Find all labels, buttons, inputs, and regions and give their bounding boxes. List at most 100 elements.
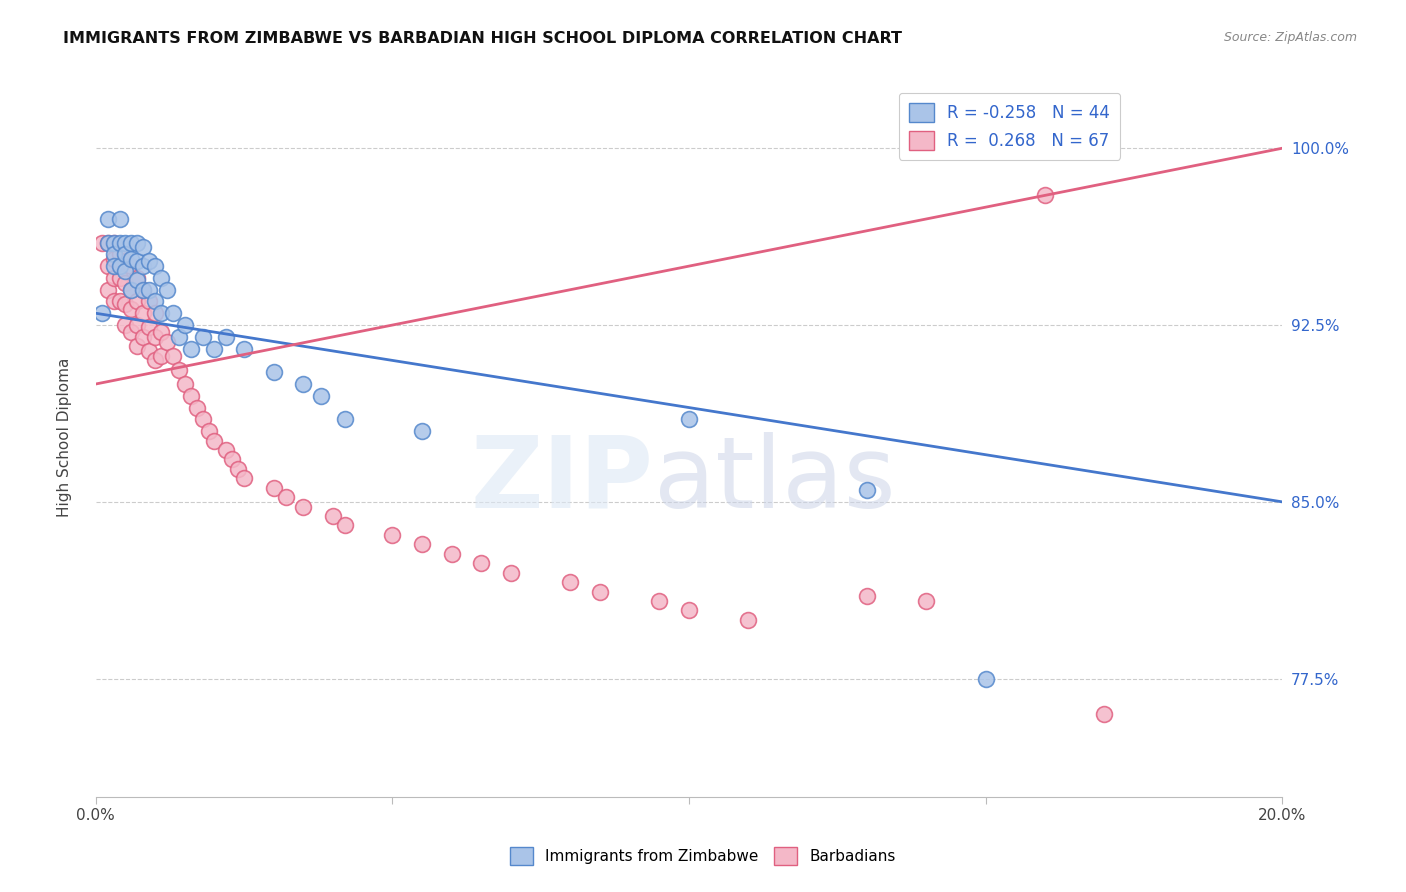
Point (560, 575, 582, 590)
Point (162, 349, 184, 363)
Point (97, 211, 120, 226)
Point (120, 235, 142, 250)
Point (108, 294, 131, 309)
Point (191, 412, 214, 426)
Point (915, 594, 938, 608)
Point (103, 235, 125, 250)
Point (263, 481, 285, 495)
Point (143, 330, 166, 344)
Point (150, 325, 173, 339)
Point (974, 672, 997, 686)
Point (856, 483, 879, 497)
Point (114, 318, 136, 332)
Point (90, 235, 112, 250)
Legend: Immigrants from Zimbabwe, Barbadians: Immigrants from Zimbabwe, Barbadians (505, 841, 901, 871)
Y-axis label: High School Diploma: High School Diploma (58, 358, 72, 516)
Point (127, 273, 149, 287)
Point (108, 235, 131, 250)
Point (470, 556, 492, 570)
Point (333, 518, 356, 533)
Point (381, 528, 404, 542)
Point (263, 365, 285, 379)
Point (648, 594, 671, 608)
Text: Source: ZipAtlas.com: Source: ZipAtlas.com (1223, 31, 1357, 45)
Point (143, 306, 166, 320)
Point (103, 235, 125, 250)
Point (108, 211, 131, 226)
Point (440, 547, 463, 561)
Point (589, 584, 612, 599)
Point (167, 363, 190, 377)
Point (132, 240, 155, 254)
Point (138, 254, 160, 268)
Point (114, 247, 136, 261)
Point (150, 306, 173, 320)
Point (411, 424, 433, 438)
Point (292, 376, 315, 391)
Point (292, 500, 315, 514)
Point (1094, 707, 1116, 722)
Point (138, 343, 160, 358)
Point (501, 566, 523, 580)
Point (97, 235, 120, 250)
Point (132, 306, 155, 320)
Point (411, 537, 433, 551)
Point (127, 271, 149, 285)
Point (120, 301, 142, 316)
Text: IMMIGRANTS FROM ZIMBABWE VS BARBADIAN HIGH SCHOOL DIPLOMA CORRELATION CHART: IMMIGRANTS FROM ZIMBABWE VS BARBADIAN HI… (63, 31, 903, 46)
Point (156, 334, 179, 349)
Point (138, 283, 160, 297)
Point (737, 613, 759, 627)
Point (678, 412, 700, 426)
Point (114, 297, 136, 311)
Point (138, 294, 160, 309)
Point (233, 342, 256, 356)
Point (108, 247, 131, 261)
Point (215, 330, 238, 344)
Point (309, 389, 332, 403)
Point (90, 306, 112, 320)
Point (856, 589, 879, 603)
Point (173, 318, 195, 332)
Point (204, 342, 226, 356)
Point (197, 424, 219, 438)
Point (167, 330, 190, 344)
Point (678, 603, 700, 617)
Point (103, 247, 125, 261)
Point (97, 235, 120, 250)
Point (108, 259, 131, 273)
Point (226, 462, 249, 476)
Point (132, 330, 155, 344)
Point (333, 412, 356, 426)
Point (114, 254, 136, 268)
Legend: R = -0.258   N = 44, R =  0.268   N = 67: R = -0.258 N = 44, R = 0.268 N = 67 (898, 93, 1121, 160)
Point (143, 353, 166, 368)
Point (143, 294, 166, 309)
Point (120, 325, 142, 339)
Point (127, 235, 149, 250)
Point (114, 276, 136, 290)
Point (120, 283, 142, 297)
Point (233, 471, 256, 485)
Point (191, 330, 214, 344)
Point (108, 271, 131, 285)
Point (103, 294, 125, 309)
Point (138, 320, 160, 334)
Point (127, 254, 149, 268)
Point (974, 141, 997, 155)
Point (103, 252, 125, 266)
Point (180, 389, 202, 403)
Point (103, 271, 125, 285)
Point (103, 259, 125, 273)
Point (322, 509, 344, 524)
Point (132, 283, 155, 297)
Point (221, 452, 243, 467)
Point (173, 376, 195, 391)
Point (150, 271, 173, 285)
Point (127, 318, 149, 332)
Text: atlas: atlas (654, 432, 896, 529)
Point (97, 283, 120, 297)
Point (162, 306, 184, 320)
Text: ZIP: ZIP (471, 432, 654, 529)
Point (120, 252, 142, 266)
